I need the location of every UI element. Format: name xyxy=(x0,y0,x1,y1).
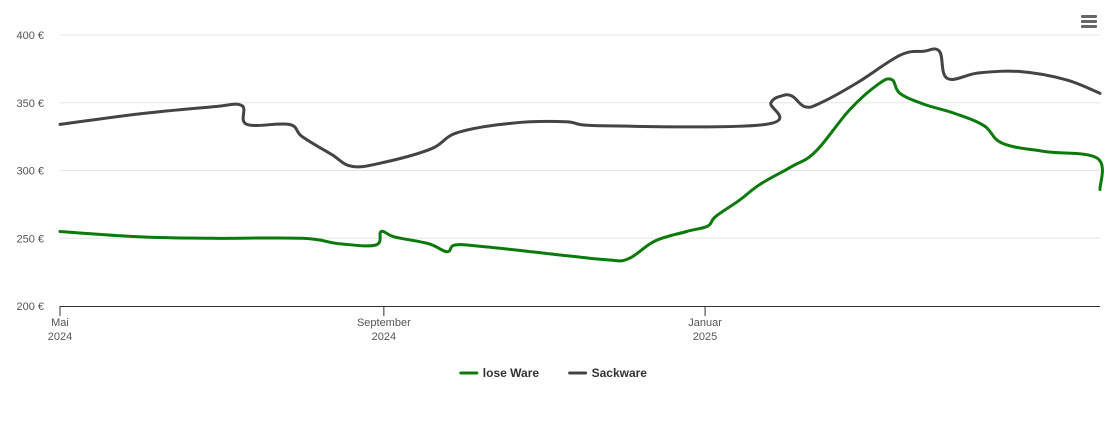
legend-item-label[interactable]: Sackware xyxy=(592,366,648,380)
x-tick-label-year: 2024 xyxy=(48,331,72,343)
hamburger-menu-icon[interactable] xyxy=(1076,10,1102,34)
x-tick-label-month: Mai xyxy=(51,317,69,329)
y-tick-label: 300 € xyxy=(16,166,44,178)
x-tick-label-month: Januar xyxy=(688,317,722,329)
series-line-1 xyxy=(58,47,1102,169)
y-axis: 200 € 250 € 300 € 350 € 400 € xyxy=(16,30,44,313)
x-axis: Mai 2024 September 2024 Januar 2025 xyxy=(48,306,1100,343)
y-tick-label: 250 € xyxy=(16,233,44,245)
y-tick-label: 350 € xyxy=(16,98,44,110)
series-lines xyxy=(58,47,1104,263)
x-tick-label-year: 2024 xyxy=(372,331,396,343)
x-tick-label-month: September xyxy=(357,317,411,329)
series-line-0 xyxy=(58,77,1104,263)
y-tick-label: 400 € xyxy=(16,30,44,42)
legend-item-label[interactable]: lose Ware xyxy=(483,366,540,380)
legend: lose Ware Sackware xyxy=(459,366,648,380)
gridlines xyxy=(60,34,1100,239)
y-tick-label: 200 € xyxy=(16,301,44,313)
x-tick-label-year: 2025 xyxy=(693,331,717,343)
